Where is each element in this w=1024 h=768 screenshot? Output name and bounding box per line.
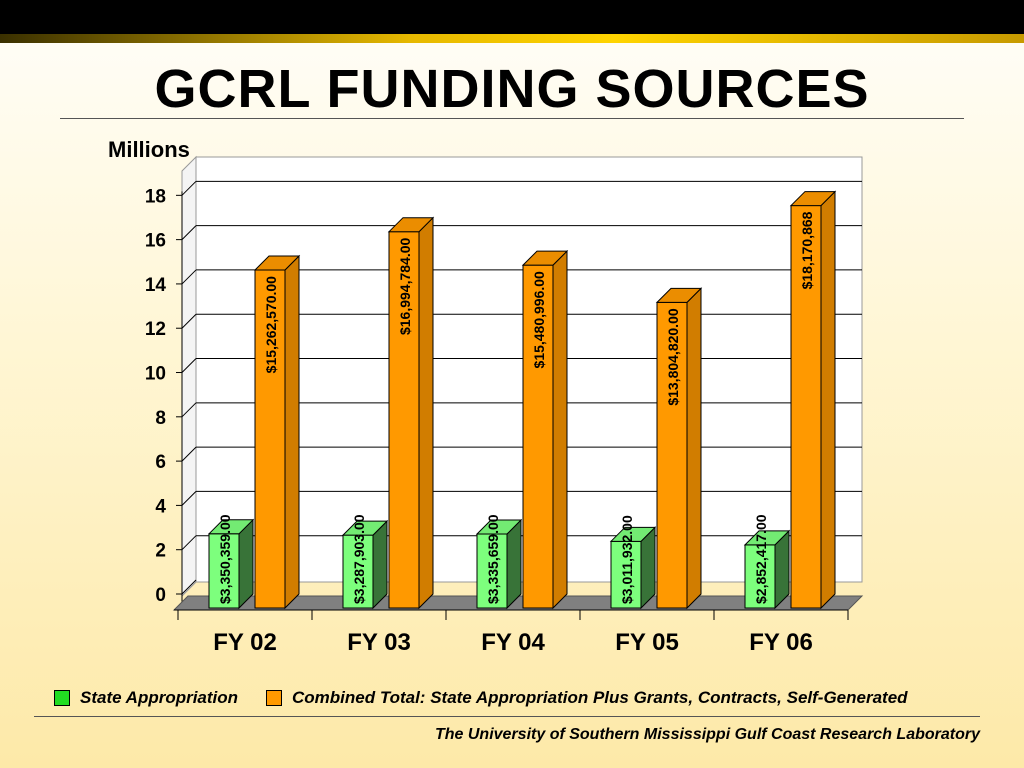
bar-front [522,264,554,609]
bar-top [387,217,435,233]
bar-side [506,518,522,610]
bar-state-3: $3,011,932.00 [609,515,657,610]
bar-front [610,540,642,609]
y-tick-label-12: 12 [145,319,166,340]
footer-divider [34,716,980,717]
bar-side [238,518,254,610]
y-tick-label-18: 18 [145,186,166,207]
bar-side [372,519,388,610]
bar-top [789,191,837,207]
legend-label-combined: Combined Total: State Appropriation Plus… [292,688,908,707]
x-tick-label-2: FY 04 [481,629,545,656]
bar-combined-0: $15,262,570.00 [253,254,301,610]
x-tick-label-1: FY 03 [347,629,411,656]
bar-top [743,530,791,546]
legend-swatch-orange [266,690,282,706]
x-tick-label-4: FY 06 [749,629,813,656]
bar-top [207,519,255,535]
bar-top [655,287,703,303]
y-tick-label-6: 6 [155,452,166,473]
data-label: $18,170,868 [799,211,815,289]
gridline-side-0 [181,579,197,595]
bar-combined-2: $15,480,996.00 [521,249,569,610]
chart-side-wall [181,155,197,598]
gridline-side-10 [181,358,197,373]
bar-front [388,231,420,609]
y-tick-label-14: 14 [145,275,167,296]
bar-top [521,250,569,266]
y-tick-label-0: 0 [155,585,166,606]
gridline-side-6 [181,446,197,462]
gold-stripe [0,34,1024,43]
x-tick-label-3: FY 05 [615,629,679,656]
legend-item-combined: Combined Total: State Appropriation Plus… [266,687,908,709]
bar-side [820,190,836,610]
bar-top [253,255,301,271]
data-label: $3,335,659.00 [485,514,501,604]
bar-state-4: $2,852,417.00 [743,514,791,610]
bar-side [686,287,702,610]
gridline-side-8 [181,402,197,418]
legend-label-state: State Appropriation [80,688,239,707]
gridline-side-14 [181,269,197,285]
page-title: GCRL FUNDING SOURCES [154,59,870,119]
bar-side [552,249,568,610]
bar-front [476,533,508,609]
bar-state-0: $3,350,359.00 [207,514,255,610]
legend-swatch-green [54,690,70,706]
funding-bar-chart: 0 2 4 6 8 10 12 14 16 18 FY 02 $3,350,359.00 $15,262… [145,155,864,656]
data-label: $3,350,359.00 [217,514,233,604]
gridline-side-4 [181,491,197,506]
bar-combined-3: $13,804,820.00 [655,287,703,610]
y-tick-label-10: 10 [145,364,166,385]
data-label: $16,994,784.00 [397,237,413,335]
y-tick-label-2: 2 [155,541,166,562]
bar-side [284,254,300,610]
bar-top [609,526,657,542]
title-divider [60,118,964,119]
data-label: $15,262,570.00 [263,276,279,374]
data-label: $2,852,417.00 [753,514,769,604]
bar-state-2: $3,335,659.00 [475,514,523,610]
y-tick-label-4: 4 [155,496,166,517]
bar-top [341,520,389,536]
data-label: $13,804,820.00 [665,308,681,406]
y-axis-label: Millions [108,137,190,162]
footer-text: The University of Southern Mississippi G… [434,726,980,743]
gridline-side-12 [181,313,197,329]
gridline-side-18 [181,180,197,196]
x-tick-label-0: FY 02 [213,629,277,656]
legend-item-state: State Appropriation [54,687,238,709]
bar-combined-4: $18,170,868 [789,190,837,610]
y-tick-label-8: 8 [155,408,166,429]
bar-top [475,519,523,535]
y-tick-label-16: 16 [145,231,166,252]
bar-front [744,544,776,609]
bar-side [418,216,434,610]
bar-combined-1: $16,994,784.00 [387,216,435,610]
data-label: $3,287,903.00 [351,514,367,604]
bar-state-1: $3,287,903.00 [341,514,389,610]
data-label: $15,480,996.00 [531,271,547,369]
gridline-side-2 [181,535,197,551]
gridline-side-16 [181,225,197,240]
data-label: $3,011,932.00 [619,515,635,604]
top-band [0,0,1024,34]
